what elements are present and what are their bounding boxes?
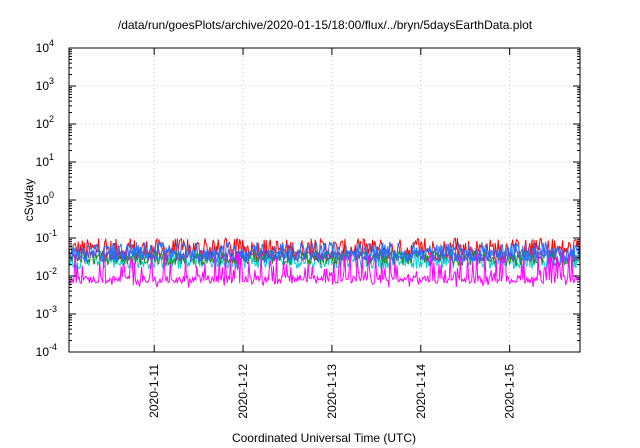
y-tick-label: 10 [36,345,50,359]
y-tick-exponent: -3 [49,304,57,314]
x-tick-label: 2020-1-12 [236,364,250,419]
y-tick-label: 10 [36,231,50,245]
y-tick-label: 10 [36,41,50,55]
y-axis-label: cSv/day [22,179,36,222]
x-axis-label: Coordinated Universal Time (UTC) [232,431,416,445]
y-tick-exponent: 2 [49,114,54,124]
x-tick-label: 2020-1-15 [503,364,517,419]
y-tick-exponent: 4 [49,38,54,48]
y-tick-exponent: -4 [49,342,57,352]
y-tick-label: 10 [36,307,50,321]
y-tick-exponent: -2 [49,266,57,276]
series-line [68,251,581,271]
series-line [68,247,581,264]
x-tick-label: 2020-1-11 [147,364,161,418]
y-tick-label: 10 [36,269,50,283]
y-tick-label: 10 [36,117,50,131]
x-axis-ticks: 2020-1-11 2020-1-12 2020-1-13 2020-1-14 2020… [147,48,517,419]
series-line [68,240,581,265]
y-tick-exponent: 1 [49,152,54,162]
series-line [68,249,581,267]
chart-title: /data/run/goesPlots/archive/2020-01-15/1… [118,18,533,32]
series-line [69,253,581,288]
y-tick-exponent: 3 [49,76,54,86]
y-tick-exponent: -1 [49,228,57,238]
x-tick-label: 2020-1-13 [325,364,339,419]
y-tick-label: 10 [36,155,50,169]
x-tick-label: 2020-1-14 [414,364,428,419]
y-tick-exponent: 0 [49,190,54,200]
y-tick-label: 10 [36,79,50,93]
grid [69,48,580,352]
series-group [68,237,581,288]
y-tick-label: 10 [36,193,50,207]
